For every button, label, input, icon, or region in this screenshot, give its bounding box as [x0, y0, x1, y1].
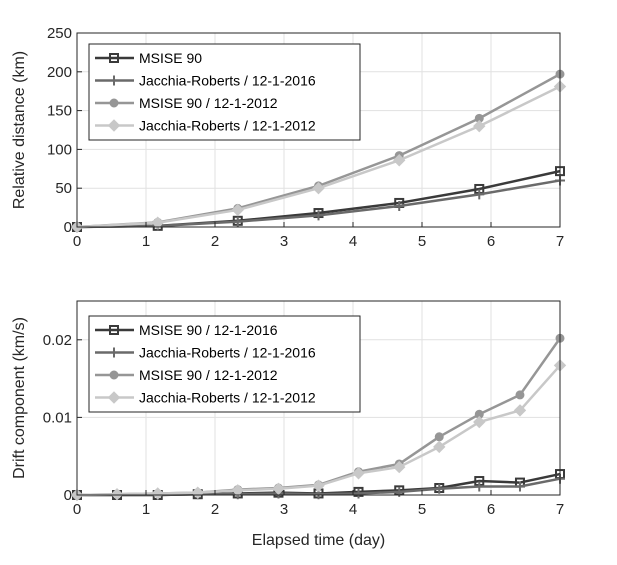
- x-tick-label: 5: [418, 501, 426, 518]
- axes-frame: [76, 300, 561, 496]
- y-tick-label: 0.02: [43, 332, 72, 349]
- y-tick-label: 250: [47, 25, 72, 42]
- data-point: [151, 487, 164, 500]
- legend-box: [88, 43, 361, 141]
- x-tick-label: 3: [280, 501, 288, 518]
- axes-frame: [76, 32, 561, 228]
- legend-label: MSISE 90 / 12-1-2012: [139, 367, 278, 383]
- x-tick-label: 4: [349, 501, 357, 518]
- legend-marker: [109, 75, 119, 86]
- x-tick-label: 1: [142, 501, 150, 518]
- data-point: [473, 119, 486, 133]
- x-tick-label: 0: [73, 233, 81, 250]
- data-point: [151, 216, 164, 229]
- x-tick-label: 2: [211, 233, 219, 250]
- data-point: [393, 460, 406, 474]
- legend-marker: [107, 391, 121, 404]
- y-tick-label: 50: [55, 180, 72, 197]
- x-tick-label: 6: [487, 233, 495, 250]
- legend-marker: [109, 325, 119, 335]
- y-axis-label: Relative distance (km): [11, 51, 28, 209]
- data-point: [394, 201, 405, 212]
- data-point: [353, 488, 364, 499]
- legend-marker: [109, 347, 119, 358]
- legend-marker: [109, 98, 119, 108]
- data-point: [513, 404, 527, 417]
- data-point: [473, 415, 486, 429]
- data-point: [474, 189, 485, 200]
- x-axis-label: Elapsed time (day): [252, 532, 385, 549]
- data-point: [393, 154, 406, 167]
- data-point: [474, 481, 485, 492]
- data-point: [433, 440, 446, 454]
- legend-marker: [107, 119, 121, 132]
- data-point: [272, 482, 285, 495]
- data-point: [110, 488, 124, 501]
- x-tick-label: 7: [556, 233, 564, 250]
- x-tick-label: 5: [418, 233, 426, 250]
- data-point: [434, 432, 444, 442]
- data-point: [232, 216, 243, 227]
- data-point: [434, 483, 445, 494]
- legend-box: [88, 315, 361, 413]
- legend-marker: [109, 53, 119, 63]
- data-point: [231, 203, 244, 217]
- y-tick-label: 100: [47, 141, 72, 158]
- data-point: [313, 210, 324, 221]
- bottom-panel: 0 1 2 3 4 5 6 7 0 0.01 0.02 Drift component (km/s) E…: [11, 300, 567, 549]
- y-tick-label: 150: [47, 103, 72, 120]
- y-tick-label: 0.01: [43, 409, 72, 426]
- data-point: [231, 484, 244, 497]
- data-point: [352, 467, 365, 480]
- data-point: [515, 390, 525, 400]
- y-axis-label: Drift component (km/s): [11, 317, 28, 479]
- x-tick-label: 0: [73, 501, 81, 518]
- legend-label: Jacchia-Roberts / 12-1-2016: [139, 345, 316, 361]
- y-tick-label: 0: [64, 487, 72, 504]
- y-tick-label: 0: [64, 219, 72, 236]
- x-tick-label: 6: [487, 501, 495, 518]
- x-tick-label: 3: [280, 233, 288, 250]
- legend: MSISE 90 Jacchia-Roberts / 12-1-2016 MSISE…: [88, 43, 361, 141]
- legend-label: Jacchia-Roberts / 12-1-2012: [139, 390, 316, 406]
- legend: MSISE 90 / 12-1-2016 Jacchia-Roberts / 12…: [88, 315, 361, 413]
- y-tick-label: 200: [47, 64, 72, 81]
- x-tick-label: 1: [142, 233, 150, 250]
- x-tick-label: 4: [349, 233, 357, 250]
- data-point: [514, 481, 525, 492]
- legend-label: MSISE 90 / 12-1-2016: [139, 322, 278, 338]
- legend-label: Jacchia-Roberts / 12-1-2012: [139, 118, 316, 134]
- legend-label: MSISE 90 / 12-1-2012: [139, 95, 278, 111]
- data-point: [312, 181, 325, 195]
- x-tick-label: 2: [211, 501, 219, 518]
- legend-label: Jacchia-Roberts / 12-1-2016: [139, 73, 316, 89]
- top-panel: 0 1 2 3 4 5 6 7 0 50 100 150 200 250 Relative distance…: [11, 25, 567, 250]
- legend-label: MSISE 90: [139, 50, 202, 66]
- legend-marker: [109, 370, 119, 380]
- data-point: [312, 479, 325, 492]
- x-tick-label: 7: [556, 501, 564, 518]
